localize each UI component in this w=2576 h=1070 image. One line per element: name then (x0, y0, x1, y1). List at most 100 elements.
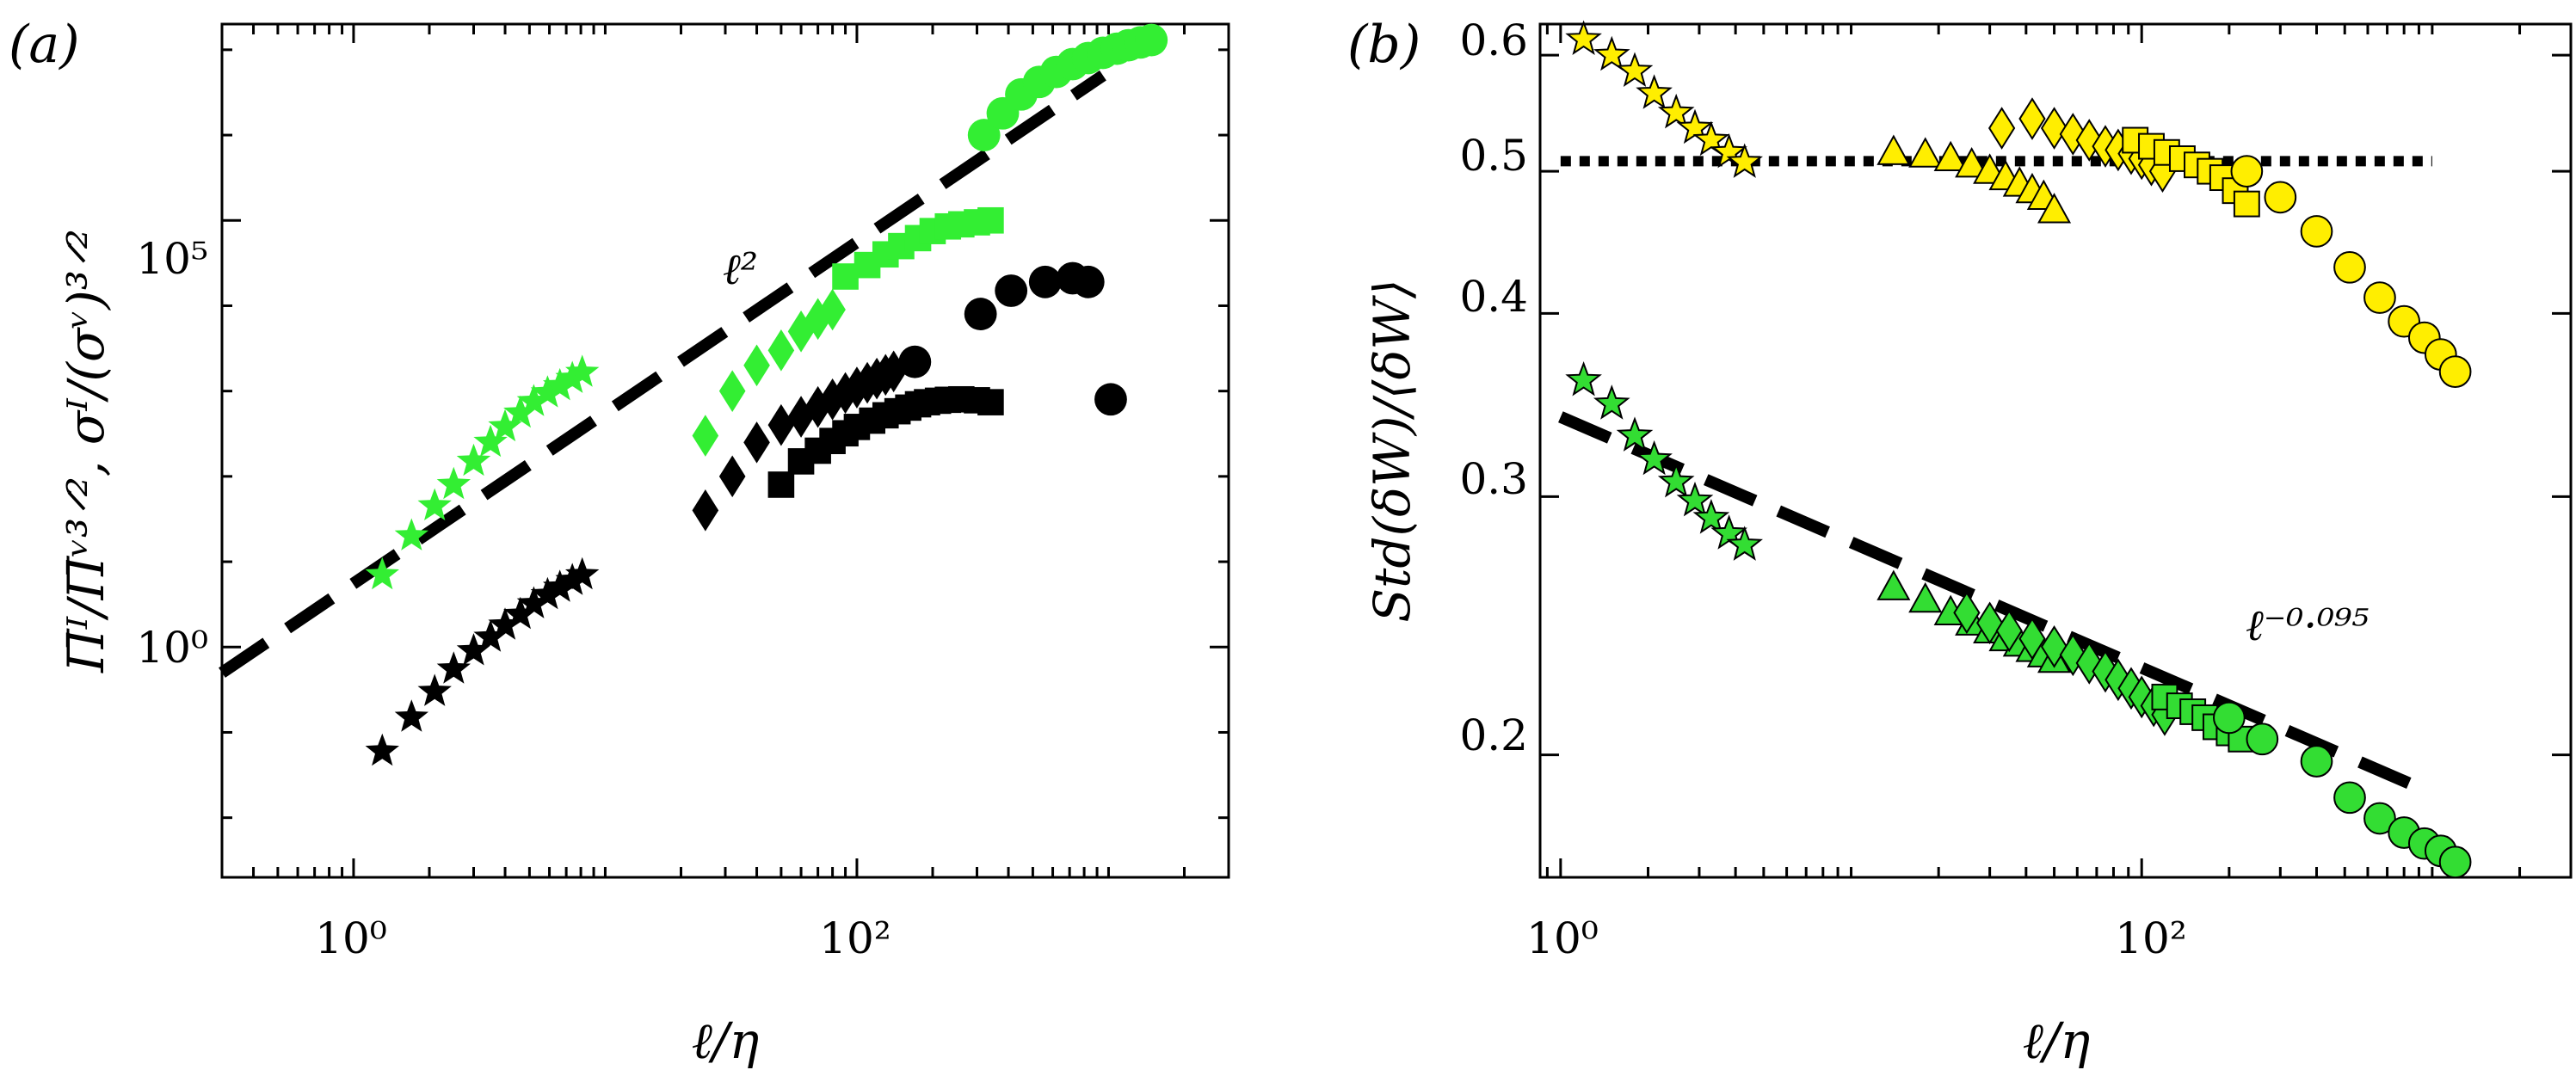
data-point-star-green (530, 375, 565, 408)
data-point-triangle-yellow (1933, 140, 1968, 172)
panel-a-annotation-l2: ℓ² (723, 244, 758, 294)
data-point-star-black (565, 557, 600, 590)
data-point-triangle-green (1908, 581, 1943, 613)
data-point-star-yellow (1726, 143, 1763, 178)
data-point-star-green (543, 367, 577, 401)
data-point-star-black (394, 699, 428, 732)
data-point-diamond-green (2040, 625, 2068, 668)
data-point-star-green (1565, 360, 1602, 397)
data-point-circle-yellow (2300, 215, 2333, 248)
data-point-star-yellow (1657, 93, 1695, 129)
data-point-star-black (488, 607, 522, 640)
panel-b-frame (1538, 22, 2573, 879)
panel-b: (b) 10⁰ 10² 0.2 0.3 0.4 0.5 0.6 ℓ/η Std(… (1347, 15, 2573, 1070)
data-point-diamond-black (787, 396, 815, 438)
panel-a-label: (a) (9, 15, 80, 75)
data-point-star-black (473, 619, 508, 652)
data-point-star-yellow (1616, 52, 1654, 88)
data-point-star-green (1593, 384, 1630, 420)
data-point-circle-green (2363, 802, 2396, 835)
data-point-circle-green (2438, 846, 2472, 879)
data-point-star-green (394, 518, 428, 550)
data-point-star-black (543, 569, 577, 602)
data-point-circle-yellow (2264, 181, 2297, 214)
panel-a-xtick-label-2: 10² (819, 913, 891, 963)
data-point-triangle-yellow (1955, 146, 1989, 178)
data-point-circle-green (1135, 23, 1168, 57)
data-point-diamond-black (767, 403, 795, 446)
data-point-diamond-black (718, 455, 746, 498)
data-point-star-green (503, 395, 538, 428)
panel-b-ytick-label-5: 0.6 (1459, 15, 1528, 65)
panel-a-ylabel: Π̄ᴵ/Π̄ᵛ³ᐟ², σᴵ/(σᵛ)³ᐟ² (57, 229, 115, 673)
data-point-star-black (417, 673, 452, 706)
data-point-diamond-black (743, 421, 770, 464)
data-point-diamond-green (819, 288, 846, 331)
data-point-triangle-yellow (2037, 193, 2072, 224)
data-point-circle-yellow (2438, 355, 2472, 388)
panel-b-xtick-label-1: 10⁰ (1526, 913, 1599, 963)
panel-b-ytick-label-3: 0.4 (1459, 272, 1528, 322)
panel-a: (a) 10⁰ 10² 10⁰ 10⁵ ℓ/η Π̄ᴵ/Π̄ᵛ³ᐟ², σᴵ/(… (9, 15, 1230, 1070)
panel-b-ticks (1540, 24, 2573, 877)
data-point-diamond-yellow (2018, 97, 2046, 140)
panel-b-xlabel: ℓ/η (2023, 1012, 2091, 1070)
data-point-star-green (565, 354, 600, 387)
data-point-star-green (473, 424, 508, 458)
data-point-star-green (555, 360, 589, 393)
data-point-star-green (417, 488, 452, 520)
data-point-star-black (530, 576, 565, 610)
panel-b-ytick-label-1: 0.2 (1459, 710, 1528, 760)
data-point-square-black (767, 471, 795, 498)
data-point-diamond-black (692, 489, 719, 532)
data-point-star-green (488, 409, 522, 442)
panel-b-ytick-label-4: 0.5 (1459, 131, 1528, 181)
panel-a-ticks (220, 24, 1230, 877)
data-point-star-green (365, 557, 399, 590)
data-point-star-green (1676, 481, 1714, 517)
data-point-square-black (977, 389, 1004, 415)
data-point-star-black (365, 733, 399, 766)
data-point-star-yellow (1636, 74, 1673, 109)
panel-b-markers (1565, 20, 2472, 879)
data-point-star-green (436, 466, 471, 500)
data-point-star-green (456, 443, 491, 477)
data-point-circle-black (1094, 383, 1127, 416)
panel-b-reference-lines (1558, 156, 2432, 793)
data-point-square-green (977, 206, 1004, 234)
data-point-diamond-green (743, 344, 770, 387)
data-point-diamond-green (787, 311, 815, 353)
data-point-square-yellow (2233, 190, 2260, 218)
data-point-star-green (1636, 440, 1673, 476)
panel-a-ytick-label-2: 10⁵ (136, 234, 208, 284)
data-point-star-black (456, 633, 491, 666)
data-point-star-yellow (1710, 132, 1747, 169)
data-point-circle-green (2300, 745, 2333, 778)
data-point-diamond-green (1995, 609, 2023, 653)
data-point-triangle-yellow (1908, 137, 1943, 168)
data-point-star-black (503, 596, 538, 630)
panel-a-xlabel: ℓ/η (692, 1012, 760, 1070)
panel-a-xtick-label-1: 10⁰ (315, 913, 387, 963)
data-point-diamond-green (1975, 601, 2004, 645)
data-point-circle-black (1028, 265, 1062, 298)
data-point-circle-black (1071, 265, 1105, 298)
data-point-diamond-green (767, 329, 795, 372)
panel-b-xtick-label-2: 10² (2115, 913, 2187, 963)
data-point-diamond-green (692, 415, 719, 457)
data-point-diamond-green (718, 370, 746, 412)
data-point-circle-black (995, 274, 1028, 307)
data-point-star-green (1692, 499, 1730, 534)
data-point-diamond-green (2018, 617, 2046, 661)
data-point-star-green (1657, 462, 1695, 498)
data-point-diamond-black (843, 366, 871, 409)
data-point-star-green (1726, 526, 1763, 561)
data-point-star-black (516, 586, 552, 618)
reference-line-dashed (219, 70, 1106, 678)
data-point-star-green (516, 384, 552, 416)
panel-a-markers (365, 23, 1168, 766)
data-point-circle-yellow (2363, 281, 2396, 314)
panel-b-label: (b) (1347, 15, 1420, 75)
data-point-circle-yellow (2230, 155, 2264, 188)
